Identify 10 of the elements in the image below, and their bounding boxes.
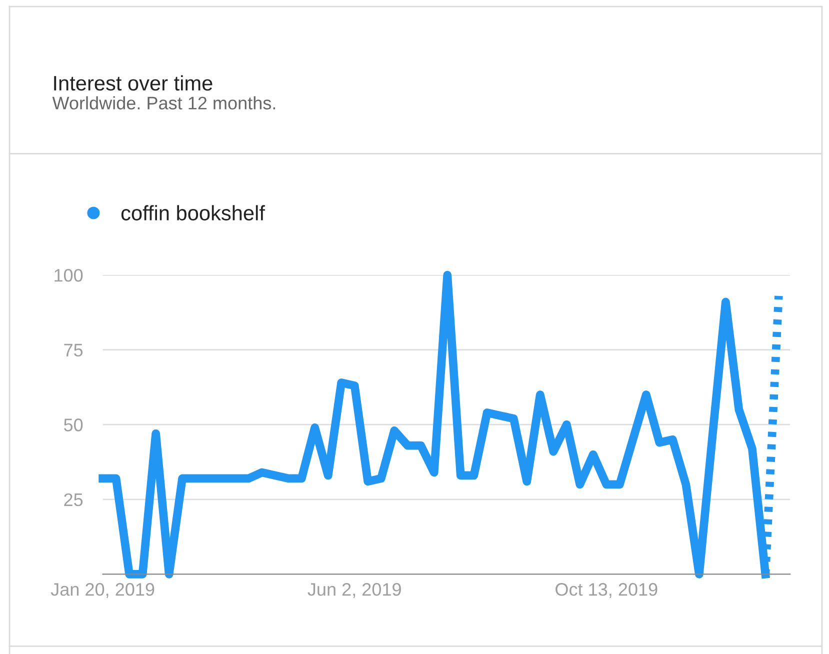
- y-tick-label: 75: [64, 344, 83, 357]
- y-tick-label: 100: [54, 268, 83, 282]
- chart-subtitle: Worldwide. Past 12 months.: [52, 96, 276, 110]
- chart-title: Interest over time: [54, 75, 212, 91]
- x-tick-label: Jun 2, 2019: [308, 583, 401, 598]
- legend-label: coffin bookshelf: [121, 205, 265, 220]
- y-tick-label: 50: [64, 418, 83, 432]
- x-tick-label: Oct 13, 2019: [556, 583, 658, 598]
- y-tick-label: 25: [64, 493, 83, 506]
- x-tick-label: Jan 20, 2019: [50, 583, 154, 598]
